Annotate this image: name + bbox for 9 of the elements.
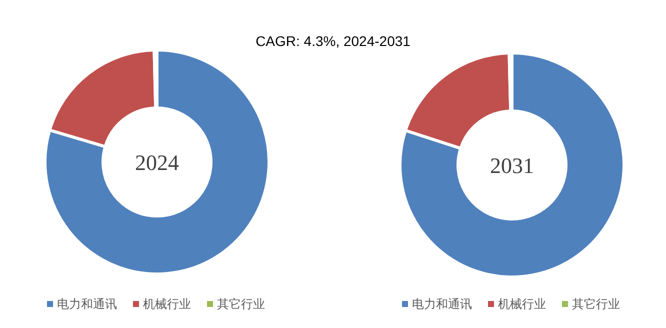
legend-label: 机械行业 — [498, 297, 546, 311]
legend-label: 其它行业 — [217, 297, 265, 311]
legend-label: 其它行业 — [572, 297, 620, 311]
text: CAGR: 4.3%, 2024-2031 — [256, 33, 411, 49]
legend-label: 机械行业 — [143, 297, 191, 311]
legend-label: 电力和通讯 — [57, 297, 117, 311]
text: 2024 — [135, 150, 179, 175]
text: 2031 — [490, 153, 534, 178]
legend-label: 电力和通讯 — [412, 297, 472, 311]
